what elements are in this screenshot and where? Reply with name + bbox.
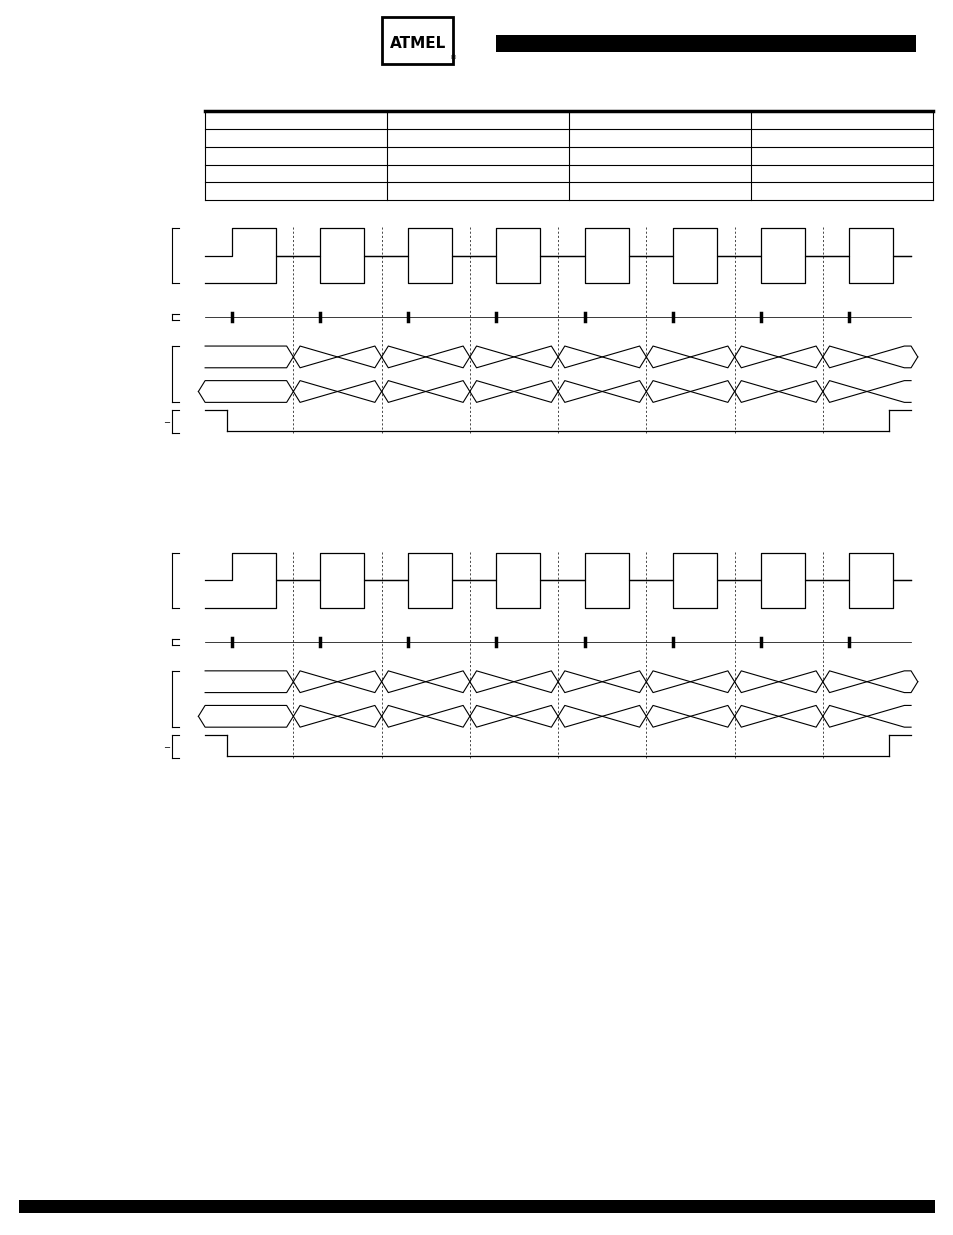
Bar [19, 1200, 934, 1213]
Text: ATMEL: ATMEL [390, 36, 445, 51]
Bar [496, 35, 915, 52]
Bar [381, 17, 453, 64]
Text: ®: ® [449, 56, 456, 61]
Text: ─: ─ [164, 742, 169, 751]
Text: ─: ─ [164, 417, 169, 426]
